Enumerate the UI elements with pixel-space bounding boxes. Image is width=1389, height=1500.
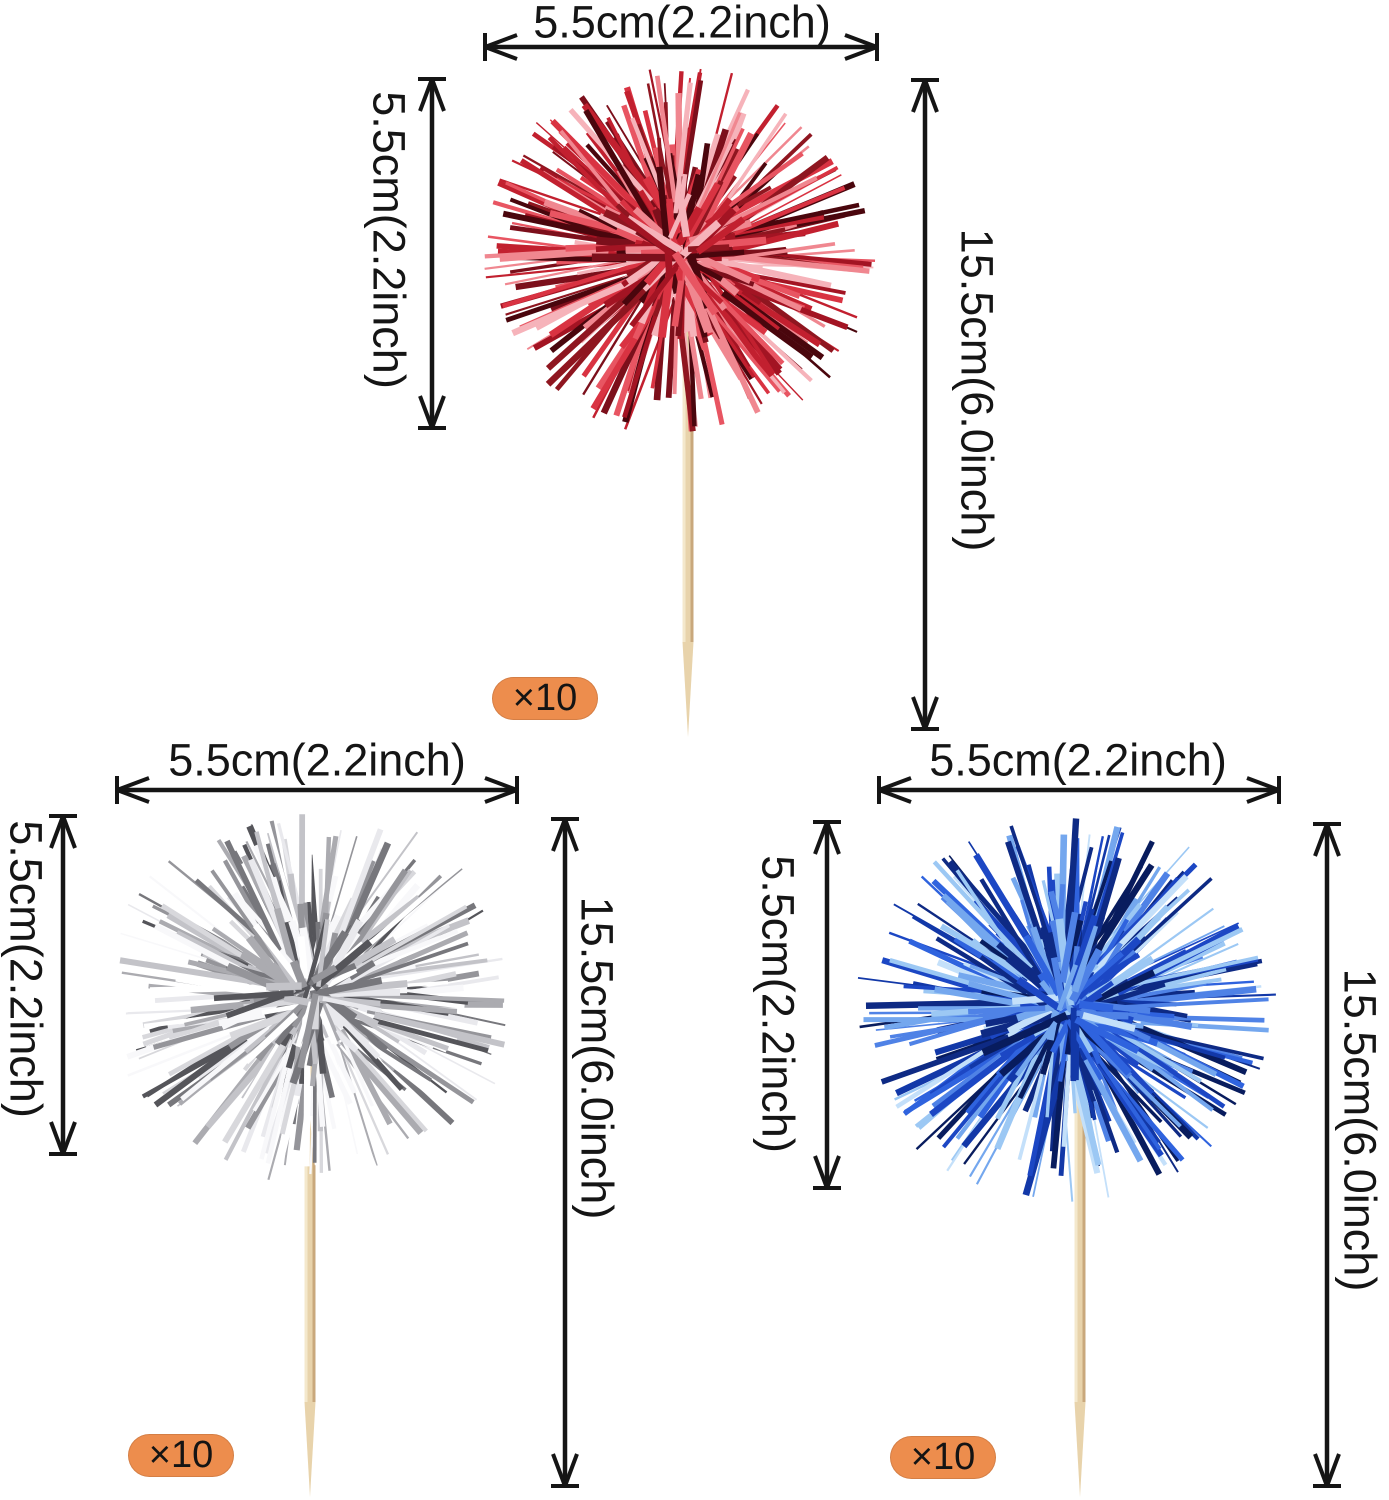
red-total-height-dimension-arrow: [911, 78, 939, 731]
silver-pom-height-dimension-label: 5.5cm(2.2inch): [0, 820, 52, 1118]
silver-pom-height-dimension-arrow: [49, 814, 77, 1156]
silver-quantity-badge: ×10: [128, 1434, 234, 1477]
red-pom-height-dimension-label: 5.5cm(2.2inch): [363, 91, 415, 389]
blue-pom-height-dimension-label: 5.5cm(2.2inch): [752, 855, 804, 1153]
red-width-dimension-label: 5.5cm(2.2inch): [533, 0, 831, 48]
blue-width-dimension-label: 5.5cm(2.2inch): [929, 734, 1227, 786]
red-total-height-dimension-label: 15.5cm(6.0inch): [951, 228, 1003, 552]
red-pom-height-dimension-arrow: [418, 77, 446, 430]
red-quantity-badge: ×10: [492, 677, 598, 720]
silver-total-height-dimension-label: 15.5cm(6.0inch): [571, 896, 623, 1220]
silver-width-dimension-label: 5.5cm(2.2inch): [168, 734, 466, 786]
blue-total-height-dimension-arrow: [1313, 822, 1341, 1488]
blue-quantity-badge: ×10: [890, 1436, 996, 1479]
silver-total-height-dimension-arrow: [551, 817, 579, 1488]
blue-pom-height-dimension-arrow: [813, 820, 841, 1190]
blue-total-height-dimension-label: 15.5cm(6.0inch): [1334, 968, 1386, 1292]
blue-width-dimension-arrow: [877, 776, 1281, 804]
blue-tinsel-pick-photo: [857, 818, 1276, 1497]
red-width-dimension-arrow: [483, 33, 879, 61]
silver-tinsel-pick-photo: [119, 812, 506, 1497]
red-tinsel-pick-photo: [484, 68, 876, 737]
silver-width-dimension-arrow: [115, 776, 519, 804]
